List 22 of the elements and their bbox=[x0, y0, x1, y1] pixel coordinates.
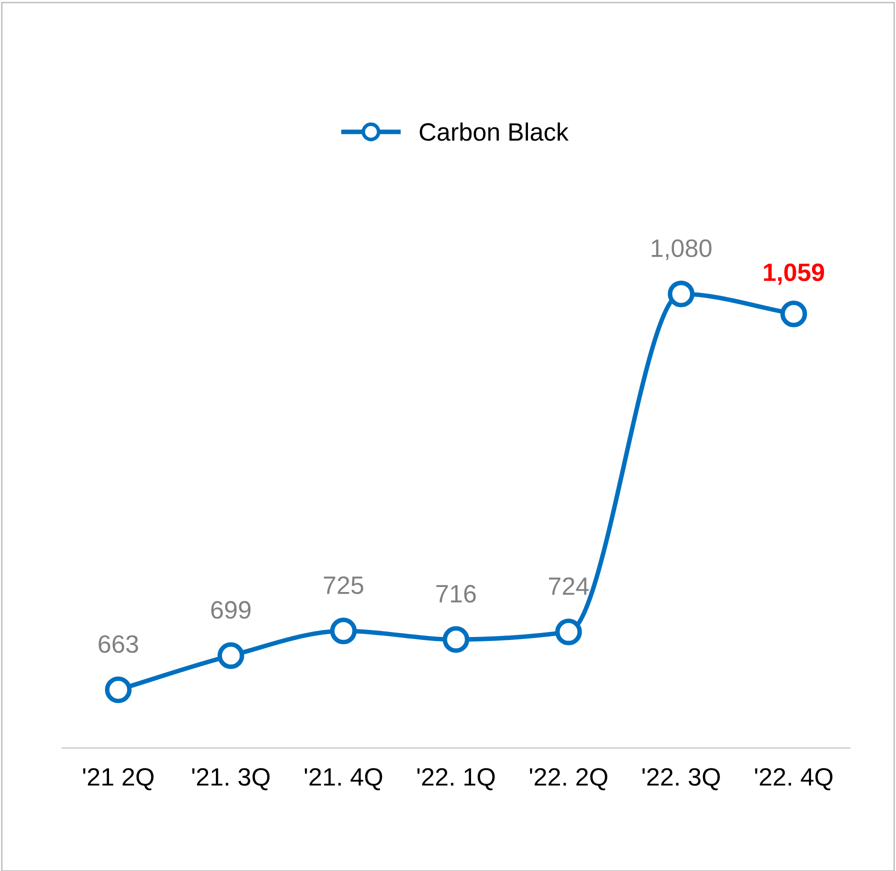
annotation: 1,059 bbox=[764, 263, 824, 285]
point bbox=[780, 300, 808, 328]
data-label: 699 bbox=[211, 601, 251, 619]
x-tick-label: '22. 3Q bbox=[642, 768, 720, 790]
x-tick-label: '21. 4Q bbox=[304, 768, 382, 790]
point bbox=[442, 626, 470, 653]
x-tick-label: '21 2Q bbox=[83, 768, 154, 790]
data-label: 716 bbox=[436, 584, 476, 603]
x-tick-label: '22. 4Q bbox=[755, 768, 832, 790]
point bbox=[668, 280, 694, 308]
x-tick-label: '22. 1Q bbox=[417, 768, 495, 790]
point bbox=[218, 642, 244, 669]
point bbox=[330, 618, 357, 644]
data-label: 663 bbox=[98, 635, 138, 653]
x-tick-label: '21. 3Q bbox=[192, 768, 270, 790]
point bbox=[104, 676, 132, 704]
data-label: 1,080 bbox=[652, 239, 712, 260]
x-tick-label: '22. 2Q bbox=[530, 768, 608, 790]
data-label: 725 bbox=[324, 576, 364, 594]
point bbox=[555, 618, 582, 646]
legend-label: Carbon Black bbox=[420, 122, 569, 141]
data-label: 724 bbox=[549, 577, 589, 595]
